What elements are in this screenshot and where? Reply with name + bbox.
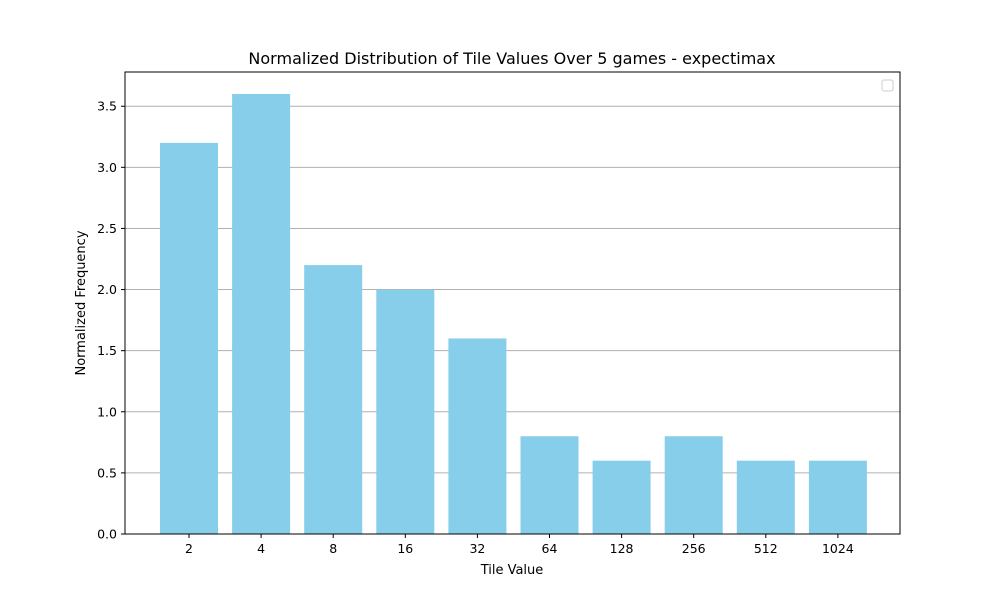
bar-512 <box>736 460 795 534</box>
x-tick-label: 256 <box>682 541 706 556</box>
y-axis-ticks: 0.0 0.5 1.0 1.5 2.0 2.5 3.0 3.5 <box>97 99 125 542</box>
x-tick-label: 128 <box>610 541 634 556</box>
y-tick-label: 1.0 <box>97 404 117 419</box>
plot-frame <box>124 71 901 535</box>
x-tick-label: 32 <box>469 541 485 556</box>
bar-128 <box>592 460 651 534</box>
x-axis-ticks: 2 4 8 16 32 64 128 256 512 1024 <box>185 534 854 556</box>
y-tick-label: 3.0 <box>97 160 117 175</box>
bar-16 <box>376 289 435 534</box>
bar-32 <box>448 338 507 534</box>
bar-1024 <box>808 460 867 534</box>
bar-64 <box>520 436 579 534</box>
y-tick-label: 1.5 <box>97 343 117 358</box>
y-tick-label: 2.5 <box>97 221 117 236</box>
x-tick-label: 16 <box>397 541 413 556</box>
x-tick-label: 512 <box>754 541 778 556</box>
x-tick-label: 64 <box>542 541 558 556</box>
y-tick-label: 2.0 <box>97 282 117 297</box>
bar-4 <box>232 94 291 534</box>
chart-title: Normalized Distribution of Tile Values O… <box>248 49 775 68</box>
y-tick-label: 0.5 <box>97 465 117 480</box>
legend-box <box>881 79 894 92</box>
bar-256 <box>664 436 723 534</box>
bars <box>160 94 867 534</box>
y-axis-label: Normalized Frequency <box>74 230 89 375</box>
y-tick-label: 3.5 <box>97 99 117 114</box>
bar-8 <box>304 265 363 534</box>
bar-2 <box>160 142 218 534</box>
x-axis-label: Tile Value <box>480 563 544 578</box>
y-tick-label: 0.0 <box>97 527 117 542</box>
x-tick-label: 4 <box>257 541 265 556</box>
x-tick-label: 2 <box>185 541 193 556</box>
x-tick-label: 8 <box>329 541 337 556</box>
x-tick-label: 1024 <box>822 541 854 556</box>
